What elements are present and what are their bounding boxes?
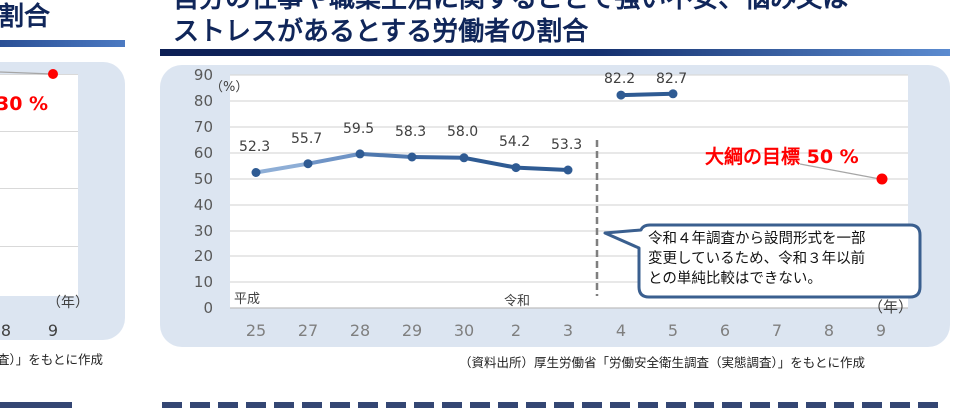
left-target-label: 30 % bbox=[0, 93, 49, 115]
x-tick: 4 bbox=[615, 321, 627, 340]
y-tick-80: 80 bbox=[193, 92, 213, 110]
y-tick-30: 30 bbox=[193, 222, 213, 240]
y-tick-60: 60 bbox=[193, 144, 213, 162]
series-old-markers bbox=[251, 149, 573, 177]
page-title-line1: 自分の仕事や職業生活に関することで強い不安、悩み又は bbox=[173, 0, 848, 14]
x-tick: 25 bbox=[245, 321, 267, 340]
y-tick-10: 10 bbox=[193, 273, 213, 291]
x-tick: 9 bbox=[875, 321, 887, 340]
x-tick: 6 bbox=[719, 321, 731, 340]
target-label: 大綱の目標 50 % bbox=[705, 146, 859, 168]
callout-line3: との単純比較はできない。 bbox=[648, 271, 822, 287]
era-label-heisei: 平成 bbox=[234, 292, 261, 307]
target-point bbox=[799, 163, 888, 185]
y-axis-unit: （%） bbox=[210, 80, 249, 95]
left-source-note: 査）」をもとに作成 bbox=[0, 352, 104, 367]
left-title-underline bbox=[0, 40, 125, 47]
x-tick: 3 bbox=[562, 321, 574, 340]
series-new bbox=[616, 89, 678, 100]
data-label: 82.2 bbox=[604, 71, 636, 87]
data-label: 82.7 bbox=[656, 71, 688, 87]
y-tick-70: 70 bbox=[193, 118, 213, 136]
x-tick: 29 bbox=[401, 321, 423, 340]
title-underline bbox=[160, 49, 950, 56]
data-label: 52.3 bbox=[239, 139, 271, 155]
series-old bbox=[254, 151, 570, 175]
callout-bubble bbox=[603, 223, 922, 299]
x-axis-unit: （年） bbox=[868, 298, 914, 316]
x-tick: 28 bbox=[349, 321, 371, 340]
y-tick-0: 0 bbox=[203, 299, 213, 317]
data-label: 53.3 bbox=[551, 137, 583, 153]
x-tick: 27 bbox=[297, 321, 319, 340]
x-tick: 7 bbox=[771, 321, 783, 340]
callout-line1: 令和４年調査から設問形式を一部 bbox=[648, 231, 866, 247]
left-chart-title-fragment: 割合 bbox=[0, 2, 51, 32]
y-tick-90: 90 bbox=[193, 66, 213, 84]
source-note: （資料出所）厚生労働省「労働安全衛生調査（実態調査）」をもとに作成 bbox=[459, 355, 866, 370]
y-tick-50: 50 bbox=[193, 170, 213, 188]
data-label: 58.3 bbox=[395, 124, 427, 140]
left-x-tick: 9 bbox=[47, 321, 59, 340]
y-tick-20: 20 bbox=[193, 247, 213, 265]
next-section-heading-fragment bbox=[0, 398, 973, 408]
x-tick: 8 bbox=[823, 321, 835, 340]
era-label-reiwa: 令和 bbox=[504, 294, 531, 309]
data-label: 55.7 bbox=[291, 131, 323, 147]
left-target-leader bbox=[0, 69, 58, 79]
callout-line2: 変更しているため、令和３年以前 bbox=[648, 251, 866, 267]
left-x-tick: 8 bbox=[0, 321, 12, 340]
x-tick: 2 bbox=[510, 321, 522, 340]
data-label: 58.0 bbox=[447, 124, 479, 140]
x-tick: 5 bbox=[667, 321, 679, 340]
left-x-unit: （年） bbox=[47, 295, 89, 311]
data-label: 54.2 bbox=[499, 134, 531, 150]
y-tick-40: 40 bbox=[193, 196, 213, 214]
data-label: 59.5 bbox=[343, 121, 375, 137]
page-title-line2: ストレスがあるとする労働者の割合 bbox=[173, 17, 589, 47]
left-plot-area bbox=[0, 74, 78, 296]
x-tick: 30 bbox=[453, 321, 475, 340]
